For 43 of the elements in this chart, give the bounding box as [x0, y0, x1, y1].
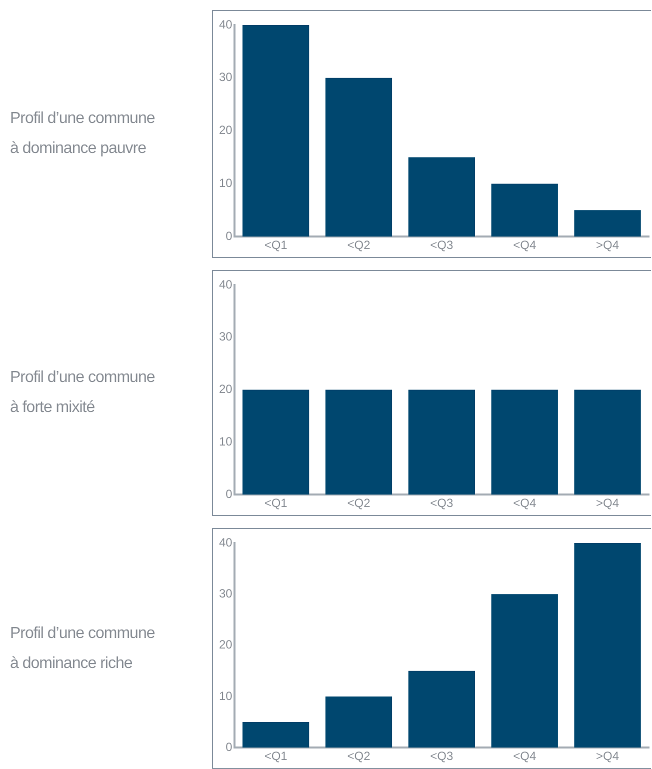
bar [408, 157, 475, 237]
bar [242, 25, 310, 237]
y-tick-label: 20 [218, 123, 233, 138]
y-tick-label: 40 [218, 535, 233, 550]
bar [491, 594, 558, 748]
x-tick-label: <Q3 [430, 238, 454, 252]
x-tick-label: <Q2 [347, 238, 371, 252]
y-tick-label: 40 [218, 17, 233, 32]
x-tick-label: <Q1 [264, 496, 288, 510]
bar [242, 722, 310, 748]
bar [325, 78, 392, 237]
y-tick-label: 40 [218, 277, 233, 292]
bar [574, 210, 641, 237]
text: Profil d’une commune à dominance pauvre [10, 109, 156, 159]
x-tick-label: <Q4 [513, 749, 536, 764]
x-tick-label: <Q2 [347, 749, 371, 764]
x-tick-label: >Q4 [596, 496, 620, 510]
y-tick-label: 30 [218, 330, 233, 344]
y-tick-label: 0 [226, 740, 233, 754]
text: Profil d’une commune à forte mixité [10, 368, 156, 418]
bar [325, 696, 392, 748]
x-tick-label: <Q3 [430, 749, 454, 764]
x-tick-label: <Q3 [430, 496, 454, 510]
y-tick-label: 0 [226, 228, 233, 243]
y-tick-label: 20 [218, 638, 233, 652]
y-tick-label: 0 [226, 486, 233, 501]
y-tick-label: 10 [218, 688, 233, 703]
y-tick-label: 10 [218, 176, 233, 190]
x-tick-label: <Q1 [264, 238, 288, 252]
bar [574, 543, 641, 748]
x-tick-label: >Q4 [596, 749, 620, 764]
y-tick-label: 20 [218, 382, 233, 396]
x-tick-label: <Q4 [513, 238, 536, 252]
x-tick-label: <Q2 [347, 496, 371, 510]
x-tick-label: <Q1 [264, 749, 288, 764]
x-tick-label: <Q4 [513, 496, 536, 510]
bar [491, 184, 558, 237]
text: Profil d’une commune à dominance riche [10, 624, 156, 674]
y-tick-label: 30 [218, 586, 233, 600]
y-tick-label: 10 [218, 434, 233, 449]
bar [408, 670, 475, 748]
y-tick-label: 30 [218, 70, 233, 84]
x-tick-label: >Q4 [596, 238, 620, 252]
